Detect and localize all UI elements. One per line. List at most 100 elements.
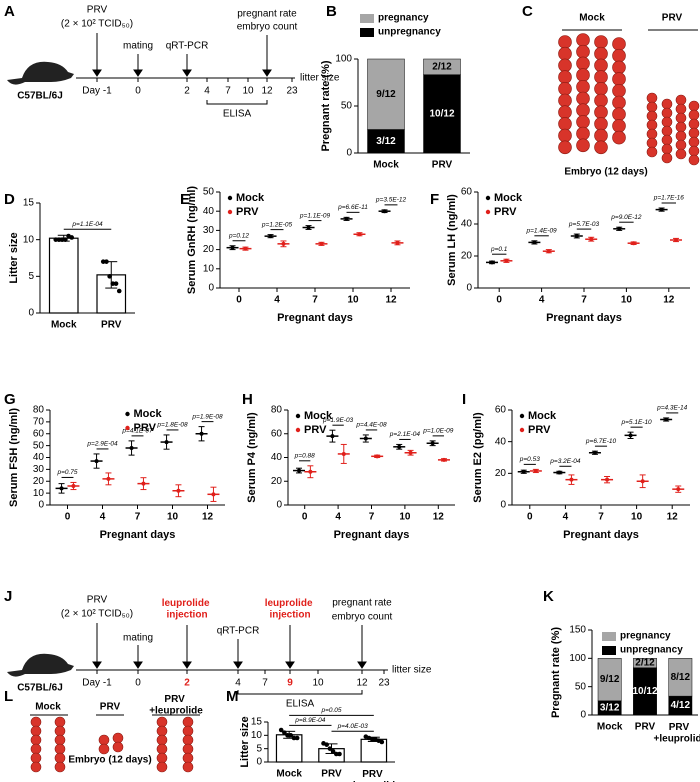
data-point [176, 488, 181, 493]
embryo [54, 734, 66, 746]
data-point [56, 237, 62, 242]
value-label: 2/12 [635, 658, 655, 669]
y-tick-label: 10 [251, 730, 263, 741]
data-point [107, 274, 112, 279]
data-point [63, 237, 68, 242]
embryo [576, 68, 590, 82]
data-point [106, 476, 111, 481]
embryo [594, 82, 608, 96]
y-tick-label: 0 [256, 757, 262, 768]
p-value: p=1.1E-09 [299, 212, 331, 219]
y-tick-label: 20 [461, 251, 473, 262]
p-value: p=1.4E-09 [526, 228, 558, 235]
embryo [576, 138, 590, 153]
data-point [395, 240, 400, 245]
arrow-head [133, 69, 143, 77]
x-tick-label: Mock [373, 160, 399, 171]
p-value: p=6.7E-10 [585, 438, 617, 445]
embryo [558, 140, 572, 155]
embryo [612, 72, 626, 86]
arrow-head [182, 661, 192, 669]
y-tick-label: 20 [203, 244, 215, 255]
y-tick-label: 100 [569, 653, 586, 664]
data-point [589, 237, 594, 242]
data-point [533, 468, 538, 473]
embryo [182, 752, 194, 764]
y-tick-label: 0 [38, 500, 44, 511]
group-label: PRV [662, 13, 683, 24]
x-tick-label: 7 [135, 512, 141, 523]
p-value: p=1.1E-04 [71, 221, 103, 228]
embryo [688, 127, 700, 139]
embryo [576, 103, 590, 117]
tick-label: 2 [184, 86, 190, 97]
y-tick-label: 10 [33, 488, 45, 499]
embryo [675, 148, 687, 160]
p-value: p=0.05 [320, 707, 341, 714]
data-point [330, 434, 335, 439]
legend-swatch [360, 14, 374, 23]
tick-label: 12 [261, 86, 273, 97]
y-axis-label: Pregnant rate (%) [320, 60, 332, 151]
legend-label: PRV [236, 206, 259, 218]
bar-segment [668, 658, 693, 697]
data-point [363, 436, 368, 441]
embryo [594, 35, 608, 49]
legend-swatch [519, 413, 525, 419]
p-value: p=1.9E-03 [322, 417, 354, 424]
x-tick-label: PRV [321, 769, 342, 780]
end-label: litter size [392, 665, 432, 676]
embryo [661, 152, 673, 164]
embryo [558, 93, 572, 108]
embryo [156, 761, 168, 773]
p-value: p=1.8E-08 [156, 422, 188, 429]
y-axis-label: Serum LH (ng/ml) [446, 194, 458, 286]
tick-label: 4 [235, 678, 241, 689]
y-tick-label: 40 [33, 452, 45, 463]
p-value: p=2.9E-04 [86, 441, 118, 448]
data-point [285, 733, 290, 738]
group-label: PRV [100, 702, 121, 713]
legend-label: Mock [494, 192, 523, 204]
p-value: p=9.0E-12 [610, 214, 642, 221]
data-point [141, 481, 146, 486]
y-tick-label: 50 [203, 187, 215, 198]
legend-swatch [295, 413, 301, 419]
data-point [243, 246, 248, 251]
x-tick-label: 10 [621, 295, 633, 306]
embryo [182, 743, 194, 755]
embryo [594, 46, 608, 61]
legend-label: pregnancy [378, 13, 429, 24]
arrow-head [92, 661, 102, 669]
data-point [324, 742, 330, 747]
embryo [54, 761, 66, 773]
p-value: p=1.2E-05 [261, 221, 293, 228]
ticks [96, 78, 293, 82]
x-axis-label: Pregnant days [100, 529, 176, 541]
y-tick-label: 80 [33, 405, 45, 416]
p-value: p=5.7E-03 [568, 221, 600, 228]
embryo [558, 70, 572, 84]
panel-label: H [242, 391, 253, 408]
x-tick-label: Mock [51, 320, 77, 331]
data-point [369, 737, 375, 742]
x-tick-label: 12 [202, 512, 214, 523]
arrows [92, 623, 367, 669]
embryo [612, 48, 626, 63]
x-tick-label: 10 [167, 512, 179, 523]
strain: C57BL/6J [17, 91, 63, 102]
end-label: litter size [300, 73, 340, 84]
x-tick-label: 4 [539, 295, 545, 306]
p-value: p=1.7E-16 [653, 195, 685, 202]
y-tick-label: 30 [33, 464, 45, 475]
embryo [646, 128, 658, 140]
value-label: 9/12 [376, 89, 396, 100]
event: pregnant rate [237, 9, 297, 20]
p-value: p=0.75 [56, 469, 77, 476]
legend-swatch [485, 209, 491, 215]
y-tick-label: 50 [341, 101, 353, 112]
y-tick-label: 40 [271, 452, 283, 463]
y-axis-label: Litter size [239, 716, 251, 767]
y-tick-label: 30 [203, 225, 215, 236]
y-tick-label: 0 [276, 500, 282, 511]
